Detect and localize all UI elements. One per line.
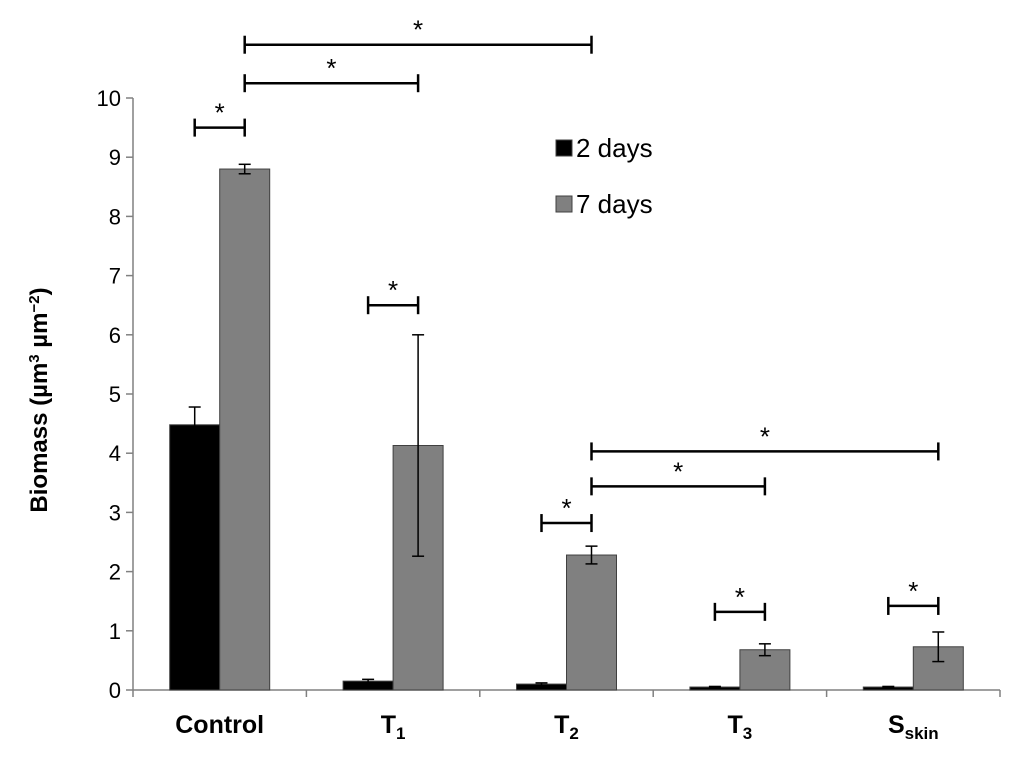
y-axis-label-main: Biomass (µm bbox=[26, 363, 53, 513]
legend: 2 days 7 days bbox=[555, 133, 653, 219]
y-tick-label: 3 bbox=[109, 500, 121, 525]
bar bbox=[169, 424, 221, 691]
bar bbox=[566, 554, 617, 691]
significance-star: * bbox=[413, 15, 423, 45]
y-axis-label-mid: µm bbox=[26, 313, 53, 355]
significance-star: * bbox=[326, 53, 336, 83]
legend-swatch bbox=[555, 139, 573, 157]
x-tick-label: T1 bbox=[381, 711, 406, 743]
significance-star: * bbox=[760, 421, 770, 451]
significance-star: * bbox=[908, 576, 918, 606]
significance-star: * bbox=[735, 582, 745, 612]
error-bars bbox=[188, 163, 945, 689]
axes: 0 1 2 3 4 5 6 7 8 9 10 Control T1 T2 T3 Sskin bbox=[97, 86, 1001, 743]
y-tick-label: 6 bbox=[109, 323, 121, 348]
bars bbox=[169, 168, 964, 691]
bar bbox=[219, 168, 271, 691]
x-tick-label: T3 bbox=[728, 711, 753, 743]
y-axis-label: Biomass (µm3 µm−2) bbox=[26, 287, 54, 512]
y-tick-label: 2 bbox=[109, 560, 121, 585]
significance-star: * bbox=[388, 275, 398, 305]
y-axis-label-sup2: −2 bbox=[26, 295, 43, 312]
x-tick-label: Control bbox=[175, 711, 264, 739]
y-tick-label: 1 bbox=[109, 619, 121, 644]
significance-brackets: * * * * * * * * * bbox=[193, 15, 940, 621]
legend-label: 2 days bbox=[576, 133, 653, 163]
y-tick-label: 9 bbox=[109, 145, 121, 170]
significance-star: * bbox=[673, 456, 683, 486]
legend-label: 7 days bbox=[576, 189, 653, 219]
y-tick-label: 8 bbox=[109, 204, 121, 229]
y-tick-label: 7 bbox=[109, 264, 121, 289]
bar bbox=[739, 649, 791, 691]
y-tick-label: 0 bbox=[109, 678, 121, 703]
significance-star: * bbox=[215, 98, 225, 128]
y-tick-label: 5 bbox=[109, 382, 121, 407]
y-axis-label-sup1: 3 bbox=[26, 354, 43, 362]
x-tick-label: Sskin bbox=[888, 711, 939, 743]
legend-swatch bbox=[555, 195, 573, 213]
y-axis-label-end: ) bbox=[26, 287, 53, 295]
significance-star: * bbox=[561, 493, 571, 523]
y-tick-label: 10 bbox=[97, 86, 121, 111]
y-tick-label: 4 bbox=[109, 441, 121, 466]
x-tick-label: T2 bbox=[554, 711, 579, 743]
